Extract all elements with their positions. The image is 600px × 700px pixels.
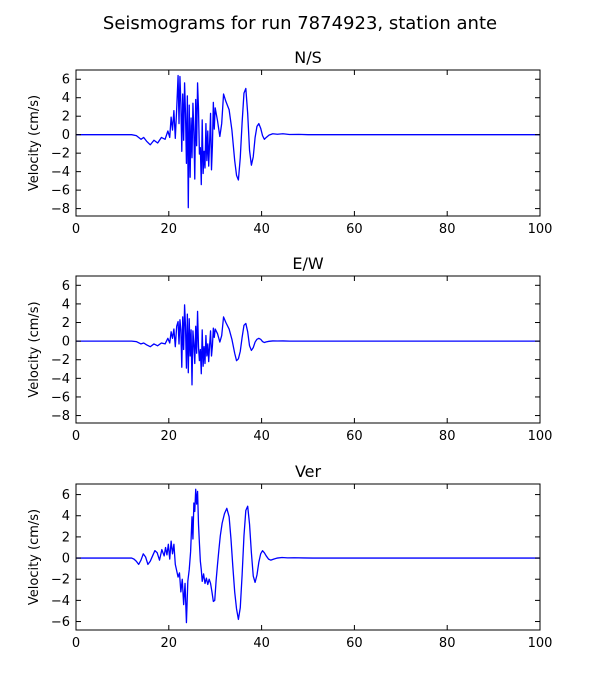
y-tick-label: −2 xyxy=(51,147,70,162)
y-tick-label: 6 xyxy=(62,279,70,294)
y-tick-label: −2 xyxy=(51,353,70,368)
velocity-series-line xyxy=(76,488,540,624)
panel-title: N/S xyxy=(294,48,322,67)
y-tick-label: −4 xyxy=(51,165,70,180)
x-tick-label: 100 xyxy=(528,222,553,237)
panel-title: E/W xyxy=(292,254,324,273)
x-tick-label: 80 xyxy=(439,429,456,444)
y-tick-label: −4 xyxy=(51,372,70,387)
y-tick-label: 6 xyxy=(62,73,70,88)
y-tick-label: −6 xyxy=(51,184,70,199)
x-tick-label: 20 xyxy=(161,636,178,651)
x-tick-label: 100 xyxy=(528,636,553,651)
x-tick-label: 60 xyxy=(346,429,363,444)
y-tick-label: 4 xyxy=(62,297,70,312)
x-tick-label: 0 xyxy=(72,636,80,651)
x-tick-label: 80 xyxy=(439,222,456,237)
y-tick-label: −8 xyxy=(51,409,70,424)
y-tick-label: −6 xyxy=(51,615,70,630)
y-tick-label: −4 xyxy=(51,594,70,609)
plot-frame xyxy=(75,275,541,424)
y-tick-label: 0 xyxy=(62,335,70,350)
x-tick-label: 40 xyxy=(253,429,270,444)
plot-frame xyxy=(75,69,541,217)
y-tick-label: 2 xyxy=(62,530,70,545)
y-axis-label: Velocity (cm/s) xyxy=(27,509,42,605)
y-tick-label: 0 xyxy=(62,552,70,567)
y-tick-label: 0 xyxy=(62,128,70,143)
x-tick-label: 0 xyxy=(72,429,80,444)
x-tick-label: 20 xyxy=(161,222,178,237)
y-tick-label: 4 xyxy=(62,91,70,106)
x-tick-label: 0 xyxy=(72,222,80,237)
y-axis-label: Velocity (cm/s) xyxy=(27,301,42,397)
x-tick-label: 40 xyxy=(253,636,270,651)
y-tick-label: 2 xyxy=(62,316,70,331)
x-tick-label: 60 xyxy=(346,636,363,651)
velocity-series-line xyxy=(76,74,540,209)
y-tick-label: 6 xyxy=(62,488,70,503)
y-tick-label: −2 xyxy=(51,573,70,588)
x-tick-label: 100 xyxy=(528,429,553,444)
y-tick-label: 2 xyxy=(62,110,70,125)
x-tick-label: 60 xyxy=(346,222,363,237)
x-tick-label: 80 xyxy=(439,636,456,651)
y-tick-label: −6 xyxy=(51,390,70,405)
y-axis-label: Velocity (cm/s) xyxy=(27,95,42,191)
y-tick-label: −8 xyxy=(51,202,70,217)
velocity-series-line xyxy=(76,304,540,386)
x-tick-label: 40 xyxy=(253,222,270,237)
panel-title: Ver xyxy=(295,462,322,481)
x-tick-label: 20 xyxy=(161,429,178,444)
plot-frame xyxy=(75,483,541,631)
y-tick-label: 4 xyxy=(62,509,70,524)
figure-title: Seismograms for run 7874923, station ant… xyxy=(103,13,497,34)
